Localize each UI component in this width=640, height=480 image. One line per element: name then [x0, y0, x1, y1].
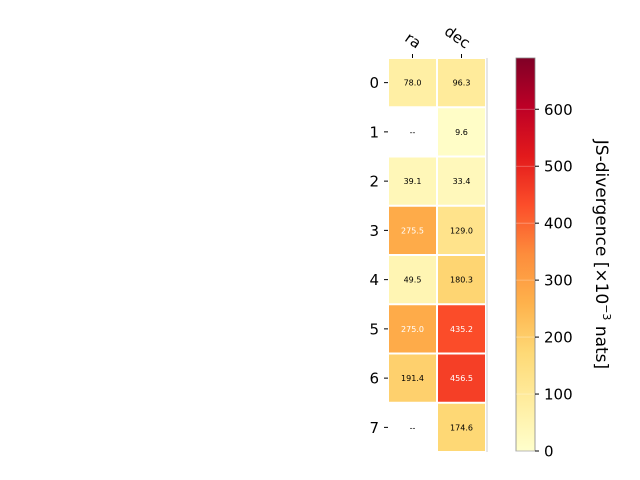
heatmap-cell: [389, 206, 436, 254]
row-label: 4: [369, 271, 379, 289]
heatmap-cell: [438, 206, 485, 254]
heatmap-cell-label: 9.6: [455, 128, 468, 137]
heatmap-cell-label: 78.0: [404, 79, 422, 88]
colorbar-tick-label: 500: [544, 158, 573, 176]
heatmap-cell-label: --: [410, 128, 416, 137]
colorbar: 0 100 200 300 400 500 600 JS-divergence [×10−3 …: [515, 57, 613, 461]
heatmap-cell: [389, 305, 436, 353]
row-label: 3: [369, 222, 379, 240]
heatmap-cell: [389, 157, 436, 205]
heatmap-cell-label: 39.1: [404, 177, 422, 186]
heatmap-cell-label: --: [410, 423, 416, 432]
heatmap-cell-label: 96.3: [453, 79, 471, 88]
heatmap-cell-label: 180.3: [450, 276, 473, 285]
heatmap-cell-label: 275.5: [401, 226, 424, 235]
row-label: 5: [369, 320, 379, 338]
colorbar-tick-label: 0: [544, 443, 554, 461]
colorbar-tick-label: 600: [544, 101, 573, 119]
heatmap-cell-label: 435.2: [450, 325, 473, 334]
heatmap-cell: [389, 59, 436, 107]
heatmap-cell-label: 33.4: [453, 177, 471, 186]
colorbar-tick-label: 200: [544, 329, 573, 347]
heatmap-cell: [389, 256, 436, 304]
heatmap-cell: [438, 108, 485, 156]
colorbar-tick-label: 400: [544, 215, 573, 233]
colorbar-title-exponent: −3: [600, 304, 613, 320]
colorbar-tick-label: 300: [544, 272, 573, 290]
heatmap-cell: [438, 403, 485, 451]
row-label: 6: [369, 370, 379, 388]
colorbar-title-unit: nats]: [591, 320, 611, 369]
heatmap-cell: [438, 354, 485, 402]
heatmap-cell-label: 456.5: [450, 374, 473, 383]
colorbar-tick-label: 100: [544, 386, 573, 404]
row-label: 0: [369, 74, 379, 92]
heatmap-grid: 78.0 96.3 -- 9.6 39.1 33.4 275.5 129.0 49.5 180.3…: [389, 59, 485, 451]
heatmap-cell-label: 129.0: [450, 226, 473, 235]
heatmap-cell: [438, 59, 485, 107]
heatmap-cell: [438, 305, 485, 353]
row-label: 1: [369, 123, 379, 141]
colorbar-title: JS-divergence [×10−3 nats]: [591, 139, 613, 369]
column-label: dec: [441, 22, 473, 52]
heatmap-cell: [438, 157, 485, 205]
colorbar-gradient: [515, 57, 536, 452]
row-label: 2: [369, 173, 379, 191]
heatmap-cell-label: 191.4: [401, 374, 424, 383]
heatmap-cell-label: 49.5: [404, 276, 422, 285]
row-label: 7: [369, 419, 379, 437]
heatmap-cell: [438, 256, 485, 304]
heatmap-cell-label: 174.6: [450, 423, 473, 432]
heatmap-cell: [389, 354, 436, 402]
heatmap-cell-label: 275.0: [401, 325, 424, 334]
column-label: ra: [402, 29, 425, 53]
colorbar-title-main: JS-divergence [×10: [591, 139, 611, 304]
